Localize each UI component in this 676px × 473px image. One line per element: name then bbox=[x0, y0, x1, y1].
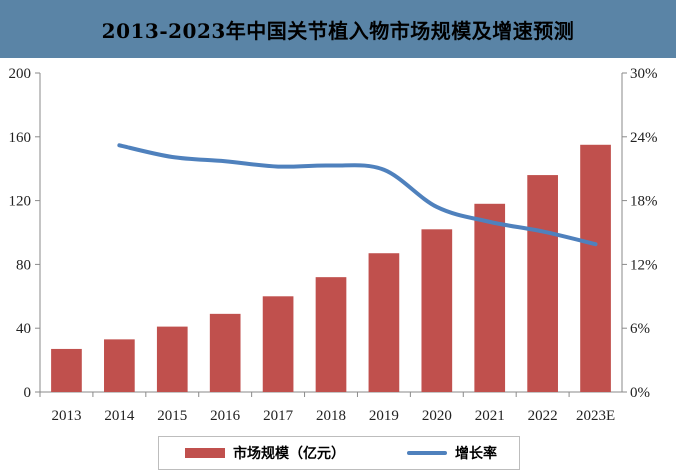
legend-item-bar: 市场规模（亿元） bbox=[159, 443, 345, 463]
right-tick-label: 0% bbox=[630, 385, 650, 401]
left-tick-label: 80 bbox=[16, 257, 31, 273]
left-tick-label: 0 bbox=[24, 385, 32, 401]
x-tick-label: 2020 bbox=[422, 408, 452, 424]
x-tick-label: 2016 bbox=[210, 408, 241, 424]
bar bbox=[368, 253, 400, 392]
x-tick-label: 2013 bbox=[51, 408, 81, 424]
right-tick-label: 24% bbox=[630, 130, 658, 146]
x-tick-label: 2018 bbox=[316, 408, 346, 424]
x-tick-label: 2015 bbox=[157, 408, 187, 424]
bar bbox=[262, 296, 294, 392]
x-tick-label: 2019 bbox=[369, 408, 399, 424]
chart-title: 2013-2023年中国关节植入物市场规模及增速预测 bbox=[101, 18, 575, 43]
title-bar: 2013-2023年中国关节植入物市场规模及增速预测 bbox=[0, 0, 676, 58]
right-tick-label: 18% bbox=[630, 194, 658, 210]
bar bbox=[104, 339, 135, 392]
chart-area: 0 40 80 120 160 200 0% 6% 12% 18% 24% 30% 2013 2014 20… bbox=[9, 66, 658, 424]
bar bbox=[51, 348, 82, 392]
growth-rate-line bbox=[117, 143, 598, 247]
bar bbox=[156, 326, 188, 392]
x-tick-label: 2022 bbox=[528, 408, 558, 424]
x-tick-label: 2023E bbox=[576, 408, 615, 424]
bar bbox=[474, 203, 506, 392]
legend-bar-swatch bbox=[185, 448, 225, 458]
legend-bar-label: 市场规模（亿元） bbox=[233, 446, 345, 462]
right-tick-label: 30% bbox=[630, 66, 658, 82]
bar bbox=[421, 229, 453, 392]
bar bbox=[315, 277, 347, 392]
left-tick-label: 160 bbox=[9, 130, 32, 146]
bar bbox=[209, 313, 241, 392]
left-tick-label: 40 bbox=[16, 321, 31, 337]
left-tick-label: 120 bbox=[9, 194, 32, 210]
legend: 市场规模（亿元） 增长率 bbox=[158, 436, 520, 470]
x-tick-label: 2021 bbox=[475, 408, 505, 424]
bar bbox=[580, 144, 611, 392]
bar bbox=[527, 175, 558, 392]
legend-item-line: 增长率 bbox=[345, 443, 497, 463]
legend-line-swatch bbox=[407, 451, 447, 455]
x-tick-label: 2017 bbox=[263, 408, 294, 424]
right-tick-label: 12% bbox=[630, 257, 658, 273]
x-tick-label: 2014 bbox=[104, 408, 135, 424]
right-tick-label: 6% bbox=[630, 321, 650, 337]
legend-line-label: 增长率 bbox=[455, 446, 497, 462]
left-tick-label: 200 bbox=[9, 66, 32, 82]
plot-layer: 0 40 80 120 160 200 0% 6% 12% 18% 24% 30% 2013 2014 20… bbox=[9, 66, 658, 424]
